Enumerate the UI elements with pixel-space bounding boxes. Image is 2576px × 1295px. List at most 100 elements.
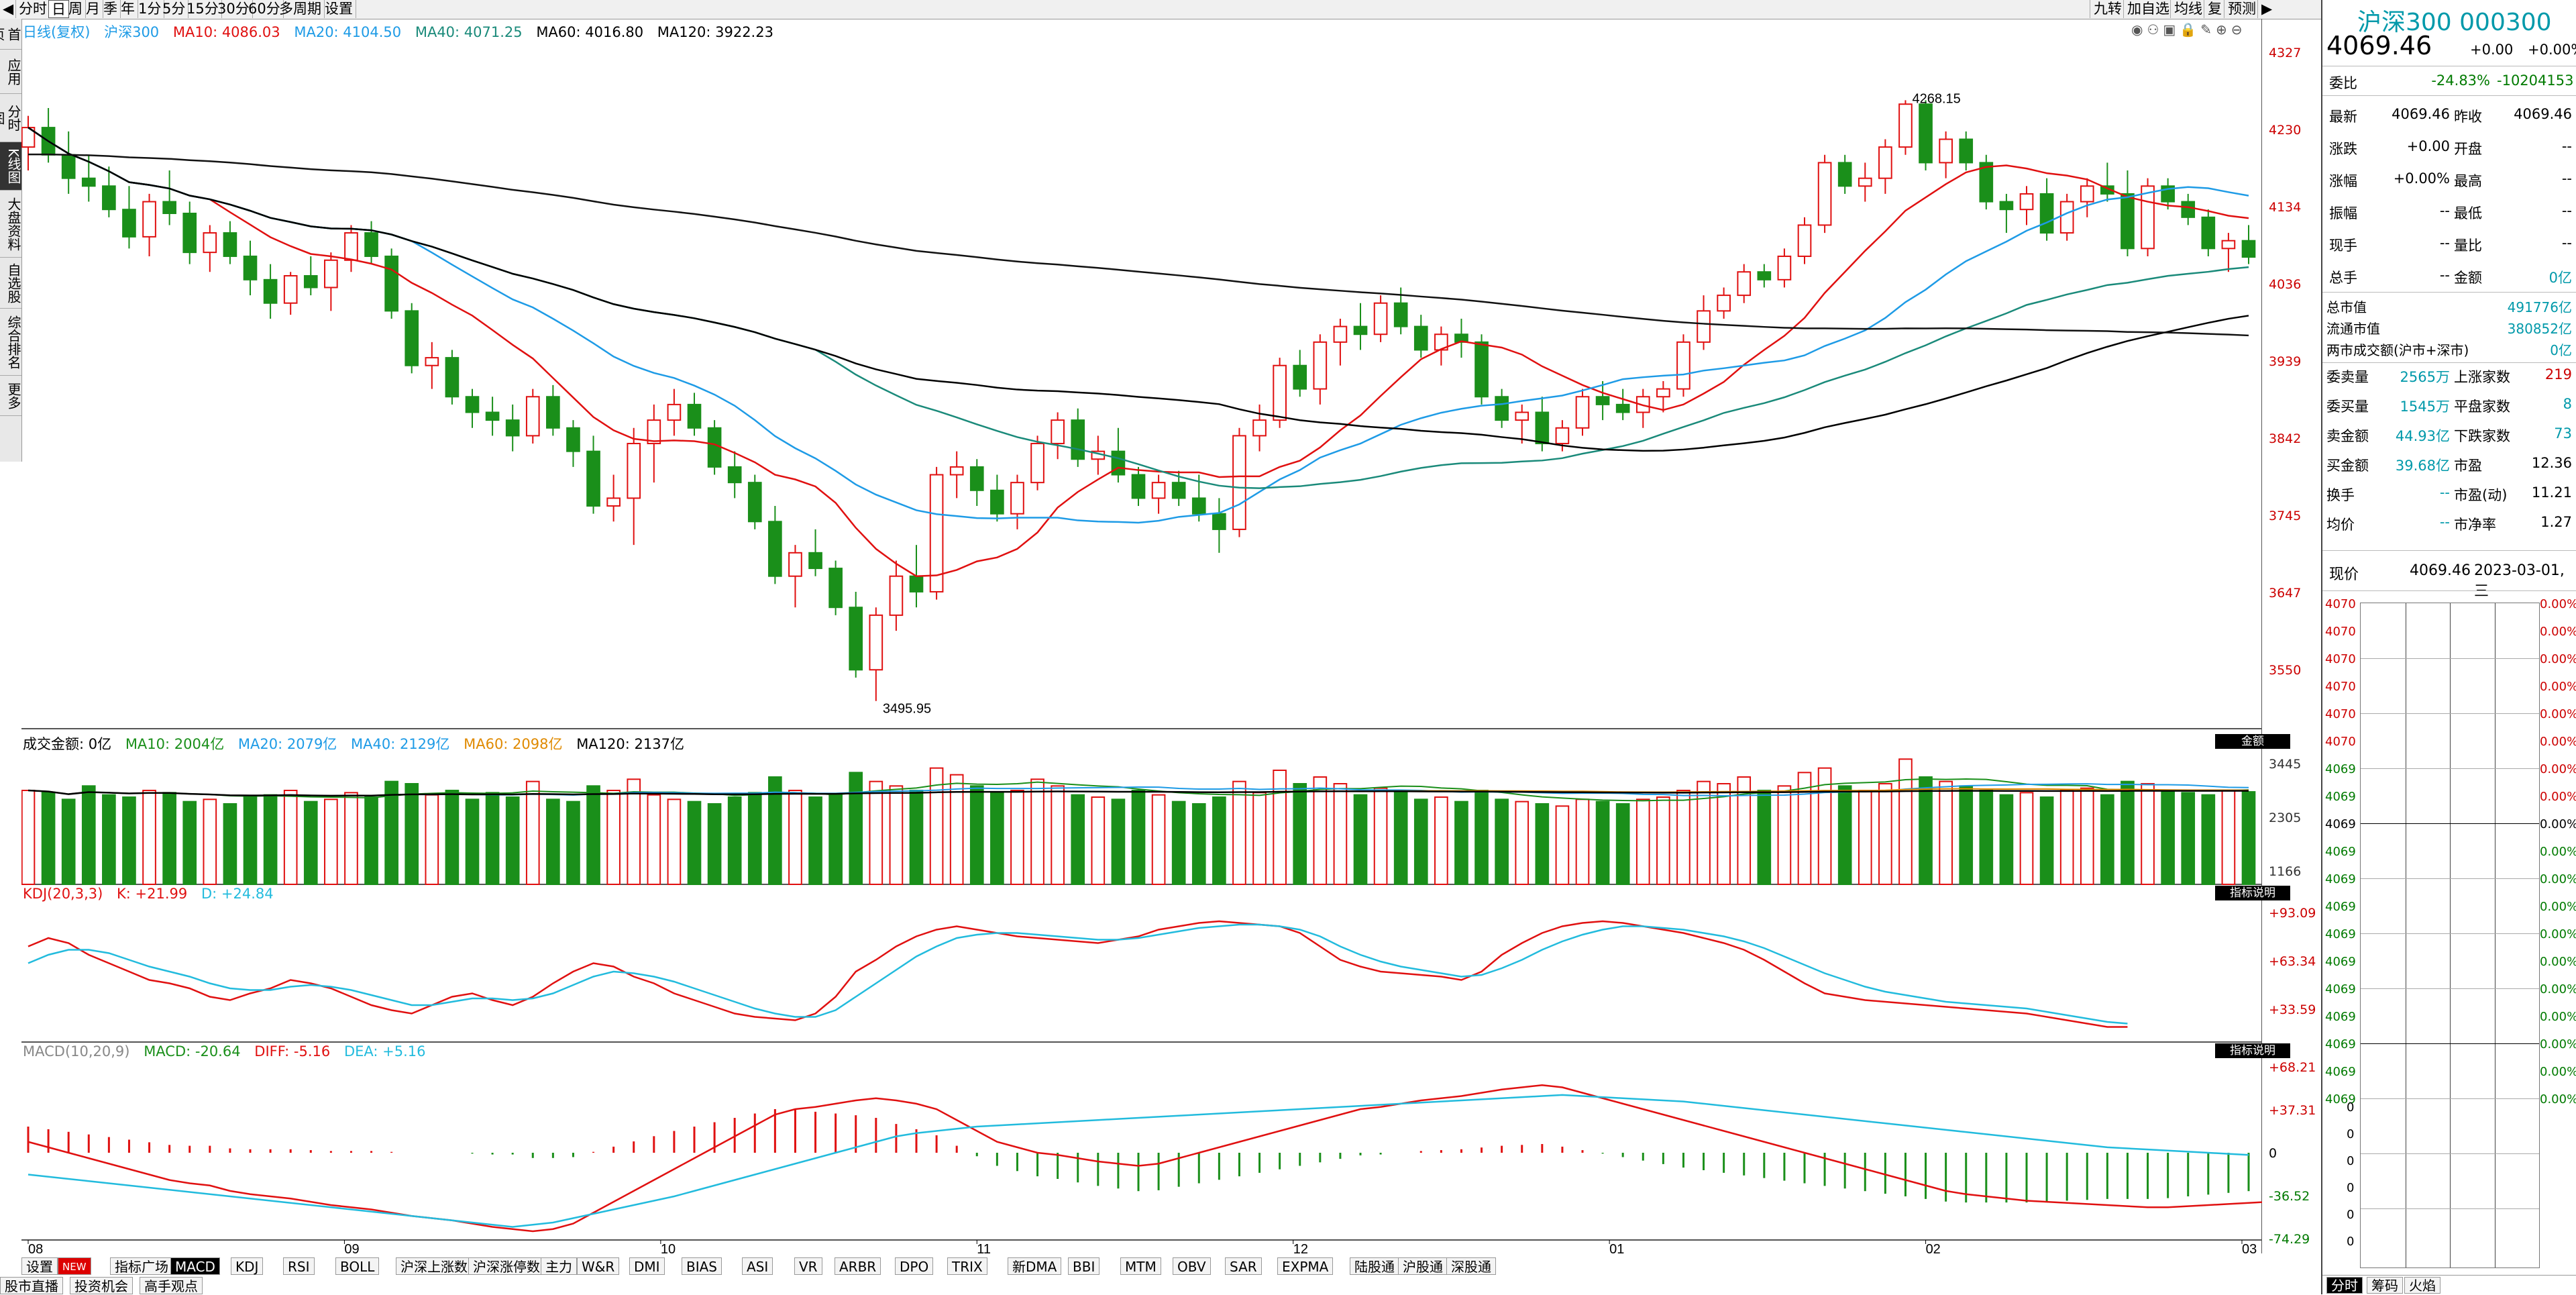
- indicator-tab-4[interactable]: KDJ: [231, 1257, 264, 1275]
- amount-panel-button[interactable]: 金额: [2215, 734, 2290, 749]
- volume-bar: [1131, 790, 1146, 885]
- quote-label: 总手: [2329, 270, 2357, 286]
- volume-bar: [1717, 783, 1731, 885]
- add-favorite-button[interactable]: 加自选: [2123, 0, 2173, 18]
- indicator-tab-13[interactable]: ASI: [742, 1257, 773, 1275]
- indicator-tab-16[interactable]: DPO: [895, 1257, 934, 1275]
- next-arrow-icon[interactable]: ▶: [2257, 0, 2275, 18]
- indicator-tab-5[interactable]: RSI: [283, 1257, 315, 1275]
- indicator-tab-22[interactable]: SAR: [1225, 1257, 1262, 1275]
- people-icon[interactable]: ⚇: [2147, 21, 2163, 38]
- kdj-info-button[interactable]: 指标说明: [2215, 886, 2290, 900]
- tab-daily[interactable]: 日: [48, 0, 69, 18]
- indicator-tab-26[interactable]: 深股通: [1446, 1257, 1496, 1275]
- candle: [303, 275, 318, 289]
- candle: [1131, 474, 1146, 499]
- indicator-tab-19[interactable]: BBI: [1068, 1257, 1100, 1275]
- indicator-tab-1[interactable]: NEW: [58, 1257, 91, 1275]
- indicator-tab-3[interactable]: MACD: [170, 1257, 220, 1275]
- zoom-out-icon[interactable]: ⊖: [2231, 21, 2247, 38]
- nav-kline-chart[interactable]: K线图: [0, 142, 21, 191]
- indicator-tab-25[interactable]: 沪股通: [1398, 1257, 1448, 1275]
- tab-5min[interactable]: 5分: [160, 0, 189, 18]
- volume-bar: [344, 792, 358, 886]
- lock-icon[interactable]: 🔒: [2180, 21, 2201, 38]
- candle: [1737, 271, 1752, 297]
- indicator-tab-12[interactable]: BIAS: [682, 1257, 722, 1275]
- jiuzhuan-button[interactable]: 九转: [2090, 0, 2125, 18]
- candle: [727, 466, 742, 484]
- macd-info-button[interactable]: 指标说明: [2215, 1043, 2290, 1058]
- tab-multi-period[interactable]: 多周期: [276, 0, 325, 18]
- prev-arrow-icon[interactable]: ◀: [0, 0, 16, 18]
- candle: [1293, 364, 1307, 390]
- kline-chart-area[interactable]: 日线(复权) 沪深300 MA10: 4086.03 MA20: 4104.50…: [21, 19, 2316, 1253]
- tab-fenshi[interactable]: 分时: [16, 0, 50, 18]
- info-tab-2[interactable]: 高手观点: [140, 1277, 203, 1294]
- now-label: 现价: [2329, 566, 2359, 583]
- tab-monthly[interactable]: 月: [83, 0, 103, 18]
- indicator-tab-24[interactable]: 陆股通: [1350, 1257, 1399, 1275]
- indicator-tab-14[interactable]: VR: [794, 1257, 822, 1275]
- indicator-tab-10[interactable]: W&R: [577, 1257, 620, 1275]
- nav-home[interactable]: 首页: [0, 19, 21, 50]
- volume-bar: [162, 792, 176, 886]
- volume-bar: [1757, 790, 1772, 885]
- tab-chips[interactable]: 筹码: [2367, 1277, 2403, 1294]
- nav-fenshi-chart[interactable]: 分时图: [0, 94, 21, 142]
- tab-15min[interactable]: 15分: [184, 0, 222, 18]
- volume-bar: [81, 785, 96, 886]
- candle: [929, 474, 944, 592]
- tab-yearly[interactable]: 年: [118, 0, 138, 18]
- volume-bar: [1212, 796, 1226, 885]
- info-tab-1[interactable]: 投资机会: [70, 1277, 133, 1294]
- volume-bar: [647, 794, 661, 885]
- indicator-tab-20[interactable]: MTM: [1120, 1257, 1161, 1275]
- restore-button[interactable]: 复: [2204, 0, 2225, 18]
- indicator-tab-23[interactable]: EXPMA: [1277, 1257, 1334, 1275]
- tab-60min[interactable]: 60分: [246, 0, 284, 18]
- indicator-tab-2[interactable]: 指标广场: [110, 1257, 173, 1275]
- indicator-tab-21[interactable]: OBV: [1173, 1257, 1211, 1275]
- eye-icon[interactable]: ◉: [2131, 21, 2147, 38]
- candle: [1535, 411, 1550, 445]
- tab-flame[interactable]: 火焰: [2404, 1277, 2440, 1294]
- nav-ranking[interactable]: 综合排名: [0, 309, 21, 376]
- ma-button[interactable]: 均线: [2170, 0, 2206, 18]
- volume-bar: [1495, 798, 1509, 886]
- volume-bar: [1939, 780, 1953, 885]
- volume-bar: [687, 800, 702, 885]
- quote-panel: 沪深300 000300 4069.46 +0.00 +0.00% 委比 -24.…: [2321, 0, 2576, 1294]
- indicator-tab-17[interactable]: TRIX: [947, 1257, 987, 1275]
- nav-more[interactable]: 更多: [0, 376, 21, 416]
- tab-30min[interactable]: 30分: [215, 0, 253, 18]
- window-icon[interactable]: ▣: [2163, 21, 2180, 38]
- indicator-tab-6[interactable]: BOLL: [335, 1257, 380, 1275]
- indicator-tab-9[interactable]: 主力: [541, 1257, 577, 1275]
- tab-weekly[interactable]: 周: [66, 0, 86, 18]
- indicator-tab-11[interactable]: DMI: [629, 1257, 665, 1275]
- draw-icon[interactable]: ✎: [2200, 21, 2216, 38]
- tab-1min[interactable]: 1分: [136, 0, 165, 18]
- indicator-tab-15[interactable]: ARBR: [835, 1257, 881, 1275]
- indicator-tab-0[interactable]: 设置: [21, 1257, 58, 1275]
- indicator-tab-18[interactable]: 新DMA: [1008, 1257, 1062, 1275]
- kdj-axis-label: +33.59: [2269, 1002, 2316, 1017]
- forecast-button[interactable]: 预测: [2224, 0, 2259, 18]
- grid-line: [2361, 1098, 2539, 1099]
- nav-apps[interactable]: 应用: [0, 50, 21, 94]
- indicator-tab-8[interactable]: 沪深涨停数: [468, 1257, 545, 1275]
- quote-label: 现手: [2329, 238, 2357, 254]
- tab-fenshi-mini[interactable]: 分时: [2326, 1277, 2363, 1294]
- indicator-tab-7[interactable]: 沪深上涨数: [396, 1257, 472, 1275]
- nav-watchlist[interactable]: 自选股: [0, 258, 21, 309]
- stat-label: 买金额: [2326, 458, 2369, 474]
- nav-market-info[interactable]: 大盘资料: [0, 191, 21, 258]
- price-axis-label: 3550: [2269, 663, 2302, 678]
- tab-settings[interactable]: 设置: [322, 0, 356, 18]
- tab-quarterly[interactable]: 季: [101, 0, 121, 18]
- info-tab-0[interactable]: 股市直播: [0, 1277, 63, 1294]
- volume-bar: [909, 790, 924, 885]
- volume-bar: [1353, 794, 1368, 885]
- zoom-in-icon[interactable]: ⊕: [2215, 21, 2231, 38]
